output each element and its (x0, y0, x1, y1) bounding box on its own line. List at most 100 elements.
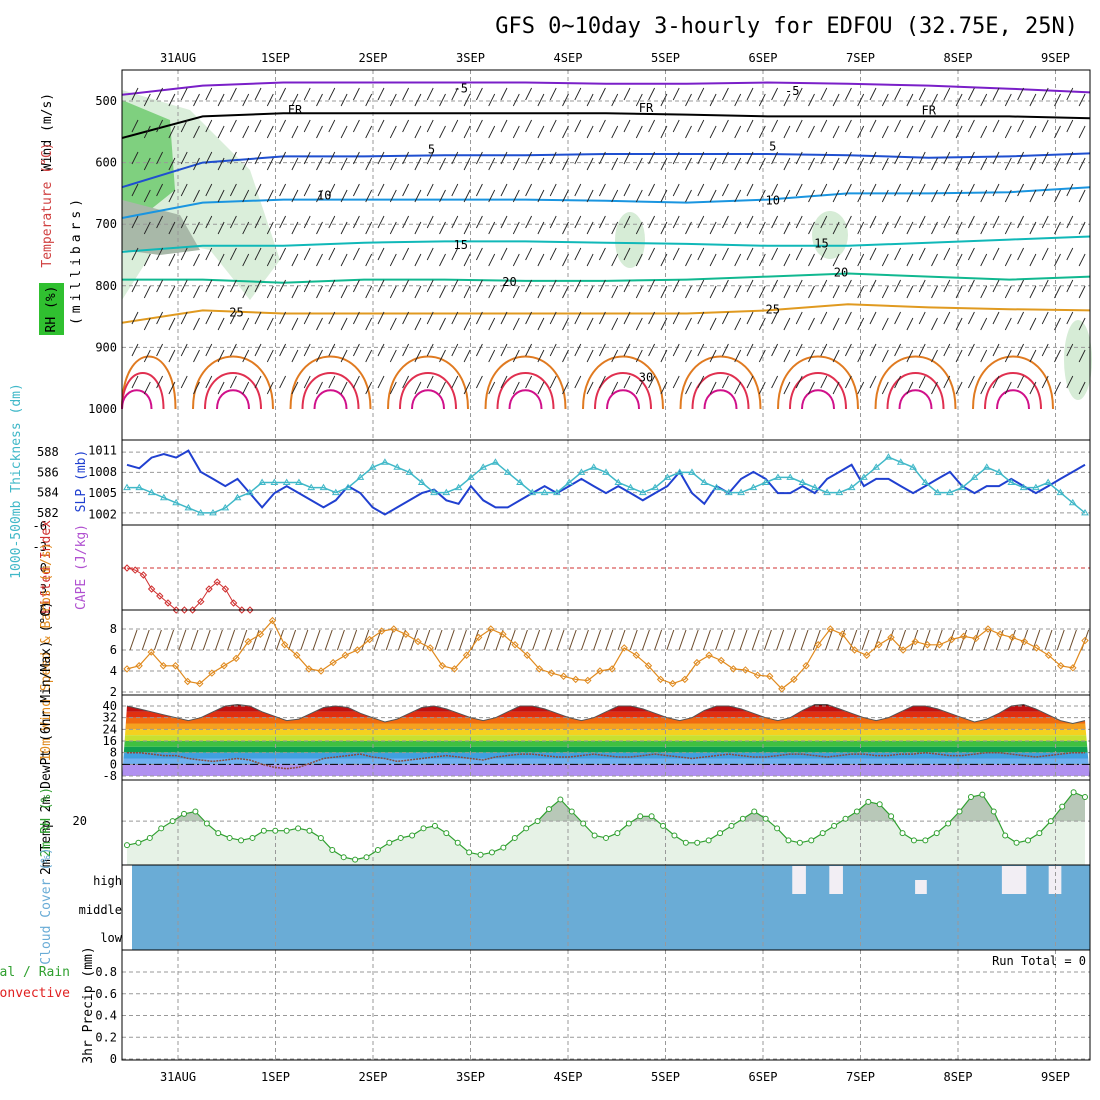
thickness-marker (798, 478, 807, 485)
wind-barb (734, 253, 742, 267)
thickness-marker (663, 473, 672, 480)
rh-marker (819, 830, 826, 837)
wind-barb (463, 189, 471, 203)
wind-barb (303, 343, 311, 357)
wind-barb (1054, 125, 1061, 139)
wind-barb (709, 93, 717, 107)
rh-marker (922, 837, 929, 844)
wind-barb (512, 381, 520, 395)
thickness-marker (356, 473, 365, 480)
wind-barb (562, 285, 569, 299)
wind-barb (193, 93, 200, 107)
wind-barb (967, 183, 975, 197)
wind-barb (193, 349, 200, 363)
wind-barb (266, 157, 274, 171)
wind-barb (488, 157, 496, 171)
wind-barb (795, 87, 803, 101)
wind-barb (291, 157, 299, 171)
wind-barb (574, 87, 582, 101)
wind-barb (254, 119, 262, 133)
wind-barb (303, 247, 311, 261)
wind-barb (820, 183, 828, 197)
wind-barb (685, 349, 692, 363)
thickness-marker (675, 468, 684, 475)
wind-barb (1029, 221, 1037, 235)
wind-barb (414, 189, 422, 203)
wind-barb (254, 183, 262, 197)
wind-barb (205, 375, 213, 389)
isotherm-label: FR (922, 104, 937, 118)
wind-barb (1066, 87, 1074, 101)
wind-barb (881, 381, 889, 395)
wind-barb (451, 343, 459, 357)
wind-barb (648, 279, 656, 293)
wind-barb (812, 629, 821, 651)
wind-barb (214, 629, 223, 651)
wind-barb (906, 285, 914, 299)
wind-barb (943, 247, 951, 261)
wind-barb (771, 119, 779, 133)
wind-barb (537, 93, 545, 107)
wind-speed-marker (293, 651, 301, 659)
cloud-cover-area (132, 865, 1090, 950)
wind-barb (512, 221, 520, 235)
wind-barb (783, 93, 791, 107)
wind-barb (402, 311, 410, 325)
wind-barb (242, 253, 250, 267)
wind-barb (439, 93, 446, 107)
wind-barb (783, 381, 791, 395)
lifted-index-marker (156, 592, 164, 600)
wind-barb (1017, 343, 1025, 357)
wind-barb (537, 221, 545, 235)
isotherm-line (121, 112, 1091, 139)
wind-barb (918, 119, 926, 133)
wind-barb (1041, 311, 1049, 325)
wind-barb (697, 151, 705, 165)
rh-marker (580, 820, 587, 827)
warm-isotherm (606, 389, 640, 410)
wind-barb (955, 317, 963, 331)
wind-barb (598, 119, 606, 133)
wind-barb (266, 253, 274, 267)
wind-barb (820, 311, 828, 325)
wind-barb (389, 189, 397, 203)
wind-barb (1054, 189, 1061, 203)
rh-marker (705, 837, 712, 844)
wind-barb (1041, 247, 1049, 261)
wind-barb (918, 87, 926, 101)
wind-speed-marker (778, 685, 786, 693)
wind-barb (488, 189, 496, 203)
warm-isotherm (777, 355, 859, 410)
wind-barb (795, 151, 803, 165)
wind-barb (598, 87, 606, 101)
wind-barb (263, 629, 272, 651)
wind-barb (525, 119, 533, 133)
wind-barb (143, 317, 151, 331)
rh-shading (615, 212, 645, 268)
wind-barb (857, 285, 865, 299)
pressure-tick: 500 (95, 94, 117, 108)
wind-barb (475, 343, 483, 357)
wind-speed-marker (183, 677, 192, 686)
date-tick-bottom: 2SEP (359, 1070, 388, 1084)
wind-barb (512, 189, 520, 203)
lifted-index-axis-label: Lifted Index (39, 520, 54, 614)
wind-barb (131, 119, 139, 133)
wind-barb (414, 157, 422, 171)
wind-barb (1078, 125, 1086, 139)
wind-barb (709, 285, 717, 299)
pressure-tick: 800 (95, 279, 117, 293)
rh-marker (477, 851, 484, 858)
wind-barb (242, 381, 250, 395)
wind-barb (475, 311, 483, 325)
wind-barb (894, 183, 902, 197)
wind-barb (635, 189, 643, 203)
wind-barb (352, 279, 360, 293)
wind-barb (463, 317, 471, 331)
thickness-marker (712, 483, 721, 491)
wind-barb (229, 279, 237, 293)
wind-speed-marker (535, 665, 544, 673)
cloud-clear-block (792, 866, 806, 894)
wind-barb (586, 157, 594, 171)
